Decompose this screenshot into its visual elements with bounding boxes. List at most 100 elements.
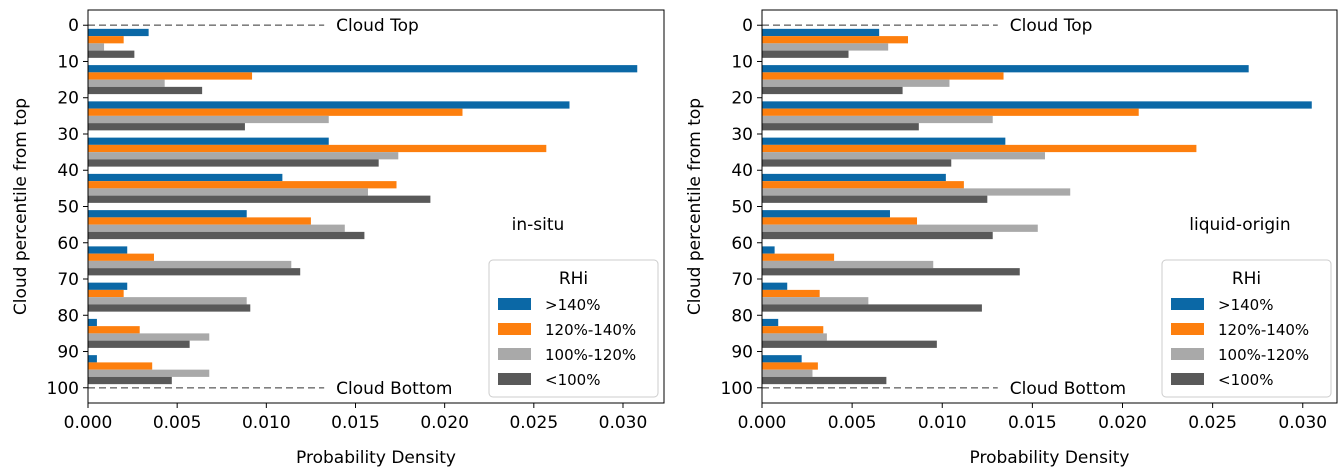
reference-label-top: Cloud Top [1010,16,1093,36]
bar-0-10-series-3 [762,43,889,51]
bar-80-90-series-3 [88,333,210,341]
legend-box [488,259,659,398]
bar-60-70-series-2 [88,253,154,261]
y-tick-label: 100 [47,379,79,399]
bar-50-60-series-4 [762,231,993,240]
bar-10-20-series-2 [88,72,253,80]
bar-0-10-series-2 [762,36,909,44]
bar-90-100-series-1 [762,355,802,363]
bar-20-30-series-1 [762,101,1312,109]
y-axis-label: Cloud percentile from top [11,98,31,315]
bar-60-70-series-3 [762,260,934,269]
bars-group [88,28,638,385]
bar-70-80-series-4 [88,304,251,312]
bar-80-90-series-2 [88,326,140,334]
bar-40-50-series-3 [88,188,368,196]
reference-label-top: Cloud Top [336,16,419,36]
y-tick-label: 20 [731,89,753,109]
legend-swatch-1 [1171,298,1204,310]
legend: RHi >140% 120%-140% 100%-120% <100% [488,259,659,398]
bar-60-70-series-3 [88,260,292,269]
legend-label-3: 100%-120% [545,346,636,364]
x-tick-label: 0.005 [828,413,877,433]
bar-80-90-series-1 [88,318,97,327]
y-axis-label: Cloud percentile from top [685,98,705,315]
bar-30-40-series-2 [88,144,547,153]
bar-60-70-series-1 [88,246,128,254]
bar-70-80-series-2 [88,289,124,298]
bar-20-30-series-4 [762,123,919,131]
y-tick-label: 70 [731,270,753,290]
bar-0-10-series-4 [762,50,849,58]
bar-30-40-series-4 [88,159,379,167]
bar-70-80-series-1 [762,282,788,290]
y-tick-label: 90 [731,343,753,363]
bar-60-70-series-2 [762,253,835,261]
bar-20-30-series-2 [88,108,463,116]
bar-40-50-series-3 [762,188,1071,196]
bar-30-40-series-3 [762,152,1045,160]
legend-swatch-3 [1171,348,1204,360]
chart-panel-2: Cloud Top Cloud Bottom 0 10 20 30 40 50 60 70 80 90… [685,9,1338,468]
x-tick-label: 0.000 [64,413,113,433]
legend-swatch-3 [498,348,531,360]
bar-10-20-series-3 [88,79,165,87]
bar-0-10-series-3 [88,43,105,51]
y-tick-label: 20 [57,89,79,109]
legend-swatch-2 [1171,323,1204,335]
legend-label-2: 120%-140% [545,321,636,339]
panel-annotation: liquid-origin [1189,215,1290,235]
bar-90-100-series-3 [88,369,210,377]
x-tick-label: 0.010 [918,413,967,433]
reference-label-bottom: Cloud Bottom [336,379,452,399]
bar-50-60-series-4 [88,231,365,240]
x-tick-label: 0.020 [420,413,469,433]
bar-30-40-series-2 [762,144,1197,153]
x-tick-label: 0.005 [153,413,202,433]
y-tick-label: 10 [57,52,79,72]
y-tick-label: 100 [721,379,753,399]
bar-20-30-series-4 [88,123,245,131]
bar-40-50-series-1 [762,173,946,182]
bar-70-80-series-4 [762,304,982,312]
x-axis-label: Probability Density [970,448,1130,468]
bar-40-50-series-1 [88,173,283,182]
panel-annotation: in-situ [512,215,565,235]
bar-20-30-series-3 [762,115,993,124]
bar-70-80-series-2 [762,289,820,298]
y-tick-label: 30 [731,125,753,145]
y-tick-label: 50 [731,198,753,218]
bar-40-50-series-4 [762,195,988,203]
legend-label-3: 100%-120% [1218,346,1309,364]
bar-70-80-series-3 [762,297,869,305]
y-tick-label: 70 [57,270,79,290]
bar-50-60-series-1 [88,210,247,218]
legend-box [1161,259,1332,398]
reference-label-bottom: Cloud Bottom [1010,379,1126,399]
bar-40-50-series-2 [88,181,397,189]
legend-label-1: >140% [1218,296,1273,314]
bar-0-10-series-1 [88,28,149,37]
chart-panel-1: Cloud Top Cloud Bottom 0 10 20 30 40 50 60 70 80 90… [11,9,665,468]
bar-50-60-series-3 [762,224,1038,232]
bar-20-30-series-2 [762,108,1139,116]
y-tick-label: 10 [731,52,753,72]
bar-20-30-series-3 [88,115,329,124]
x-tick-label: 0.025 [1188,413,1237,433]
bar-80-90-series-4 [762,340,937,348]
legend: RHi >140% 120%-140% 100%-120% <100% [1161,259,1332,398]
bar-30-40-series-1 [762,137,1006,145]
x-tick-label: 0.020 [1098,413,1147,433]
legend-swatch-2 [498,323,531,335]
legend-label-4: <100% [1218,371,1273,389]
x-tick-label: 0.030 [1278,413,1327,433]
legend-label-2: 120%-140% [1218,321,1309,339]
bar-40-50-series-4 [88,195,431,203]
bar-90-100-series-4 [762,376,887,385]
y-tick-label: 40 [731,161,753,181]
bar-60-70-series-4 [88,268,301,276]
bar-10-20-series-1 [88,65,638,73]
bar-70-80-series-1 [88,282,128,290]
bar-10-20-series-4 [762,86,903,95]
